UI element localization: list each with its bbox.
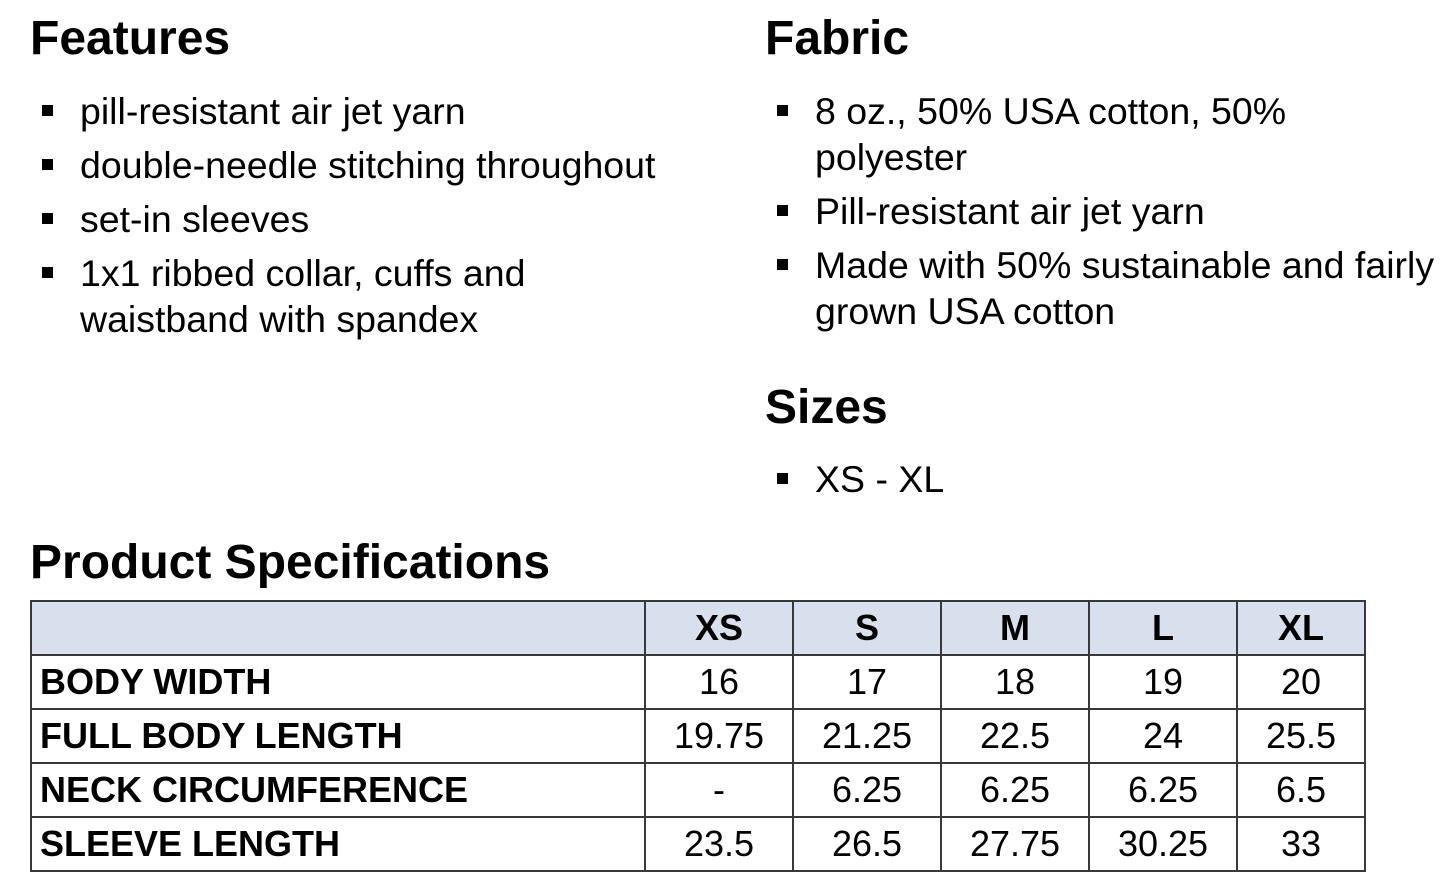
list-item: set-in sleeves — [42, 196, 680, 242]
measurement-value-cell: 30.25 — [1088, 815, 1238, 872]
table-row: BODY WIDTH 16 17 18 19 20 — [30, 653, 1366, 710]
sizes-heading: Sizes — [765, 380, 888, 434]
list-item-text: set-in sleeves — [80, 197, 310, 240]
fabric-section: Fabric 8 oz., 50% USA cotton, 50% polyes… — [765, 10, 1445, 334]
measurement-value-cell: 33 — [1236, 815, 1366, 872]
bullet-square-icon — [777, 104, 788, 116]
bullet-square-icon — [777, 258, 788, 270]
fabric-heading: Fabric — [765, 12, 910, 65]
measurement-value-cell: 27.75 — [940, 815, 1090, 872]
bullet-square-icon — [777, 204, 788, 216]
measurement-value-cell: 17 — [792, 653, 942, 710]
bullet-square-icon — [42, 212, 53, 224]
list-item: double-needle stitching throughout — [42, 142, 680, 188]
bullet-square-icon — [42, 266, 53, 278]
features-list: pill-resistant air jet yarn double-needle… — [30, 88, 680, 342]
measurement-row-label: FULL BODY LENGTH — [30, 707, 646, 764]
size-column-header: XS — [644, 599, 794, 656]
bullet-square-icon — [777, 473, 788, 485]
list-item: 8 oz., 50% USA cotton, 50% polyester — [777, 88, 1440, 180]
measurement-value-cell: 6.25 — [1088, 761, 1238, 818]
list-item: 1x1 ribbed collar, cuffs and waistband w… — [42, 250, 680, 342]
measurement-value-cell: 19 — [1088, 653, 1238, 710]
size-column-header: S — [792, 599, 942, 656]
size-header-row: XS S M L XL — [30, 599, 1366, 656]
list-item-text: Pill-resistant air jet yarn — [815, 189, 1205, 232]
product-specifications-table: XS S M L XL BODY WIDTH 16 17 18 19 20 FULL BODY LE… — [30, 599, 1366, 872]
product-specifications-heading: Product Specifications — [30, 536, 551, 590]
product-specifications-section: Product Specifications XS S M L XL BODY WIDT… — [30, 534, 1445, 872]
spec-table-header: XS S M L XL — [30, 599, 1366, 656]
list-item: Made with 50% sustainable and fairly gro… — [777, 242, 1440, 334]
sizes-section: Sizes XS - XL — [765, 379, 1445, 503]
measurement-value-cell: 19.75 — [644, 707, 794, 764]
list-item-text: double-needle stitching throughout — [80, 143, 656, 186]
measurement-value-cell: 26.5 — [792, 815, 942, 872]
size-column-header: M — [940, 599, 1090, 656]
list-item-text: 8 oz., 50% USA cotton, 50% polyester — [815, 89, 1287, 178]
measurement-value-cell: 21.25 — [792, 707, 942, 764]
measurement-value-cell: 25.5 — [1236, 707, 1366, 764]
list-item-text: 1x1 ribbed collar, cuffs and waistband w… — [80, 251, 526, 340]
bullet-square-icon — [42, 104, 53, 116]
table-row: SLEEVE LENGTH 23.5 26.5 27.75 30.25 33 — [30, 815, 1366, 872]
measurement-value-cell: 22.5 — [940, 707, 1090, 764]
table-row: FULL BODY LENGTH 19.75 21.25 22.5 24 25.5 — [30, 707, 1366, 764]
table-corner-cell — [30, 599, 646, 656]
fabric-sizes-column: Fabric 8 oz., 50% USA cotton, 50% polyes… — [765, 10, 1445, 510]
measurement-value-cell: 24 — [1088, 707, 1238, 764]
measurement-row-label: BODY WIDTH — [30, 653, 646, 710]
measurement-row-label: NECK CIRCUMFERENCE — [30, 761, 646, 818]
measurement-value-cell: 23.5 — [644, 815, 794, 872]
features-column: Features pill-resistant air jet yarn doub… — [30, 10, 765, 350]
list-item: Pill-resistant air jet yarn — [777, 188, 1440, 234]
features-heading: Features — [30, 12, 231, 65]
list-item-text: pill-resistant air jet yarn — [80, 89, 466, 132]
features-section: Features pill-resistant air jet yarn doub… — [30, 10, 765, 342]
size-column-header: L — [1088, 599, 1238, 656]
top-sections-row: Features pill-resistant air jet yarn doub… — [30, 10, 1445, 510]
measurement-value-cell: 18 — [940, 653, 1090, 710]
measurement-value-cell: 6.5 — [1236, 761, 1366, 818]
spec-table-body: BODY WIDTH 16 17 18 19 20 FULL BODY LENGTH 19.7… — [30, 653, 1366, 872]
table-row: NECK CIRCUMFERENCE -6.25 6.25 6.25 6.5 — [30, 761, 1366, 818]
measurement-value-cell: 20 — [1236, 653, 1366, 710]
measurement-value-cell: 16 — [644, 653, 794, 710]
list-item: XS - XL — [777, 456, 1440, 502]
bullet-square-icon — [42, 158, 53, 170]
sizes-list: XS - XL — [765, 456, 1440, 502]
list-item: pill-resistant air jet yarn — [42, 88, 680, 134]
measurement-value-cell: 6.25 — [792, 761, 942, 818]
fabric-list: 8 oz., 50% USA cotton, 50% polyester Pill… — [765, 88, 1440, 334]
list-item-text: Made with 50% sustainable and fairly gro… — [815, 243, 1435, 332]
measurement-value-cell: 6.25 — [940, 761, 1090, 818]
measurement-value-cell: - — [644, 761, 794, 818]
list-item-text: XS - XL — [815, 458, 945, 501]
measurement-row-label: SLEEVE LENGTH — [30, 815, 646, 872]
size-column-header: XL — [1236, 599, 1366, 656]
